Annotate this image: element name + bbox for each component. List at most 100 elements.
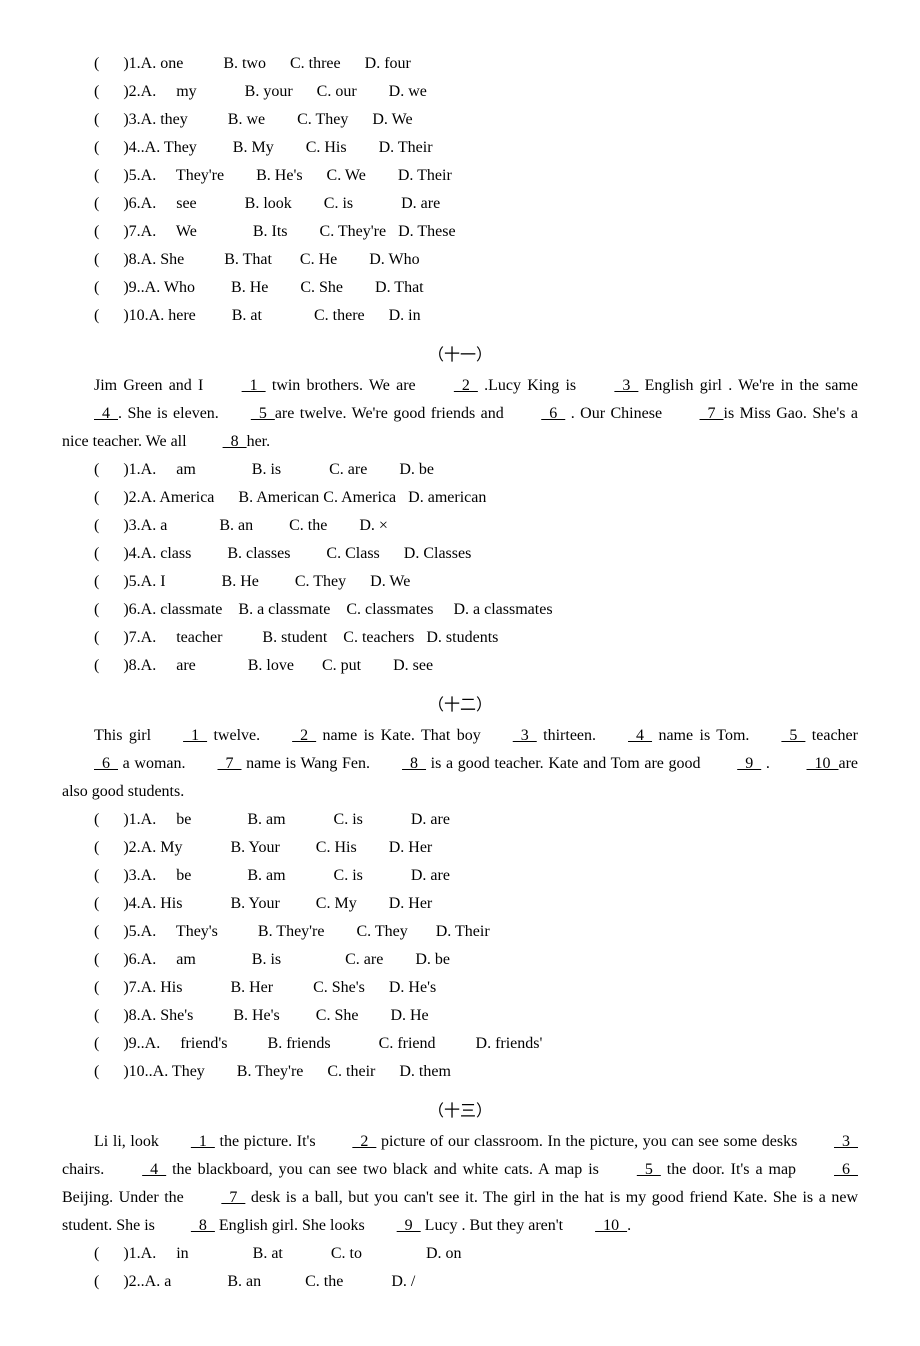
- paren-open[interactable]: ( ): [94, 279, 129, 296]
- passage-text: . Our Chinese: [565, 405, 667, 422]
- option-c: C. the: [289, 517, 327, 534]
- question-number: 1.: [129, 55, 141, 72]
- paren-open[interactable]: ( ): [94, 55, 129, 72]
- passage-text: chairs.: [62, 1161, 110, 1178]
- s13-passage: Li li, look 1 the picture. It's 2 pictur…: [62, 1128, 858, 1240]
- passage-text: are twelve. We're good friends and: [275, 405, 509, 422]
- paren-open[interactable]: ( ): [94, 657, 129, 674]
- blank-2: 2: [422, 372, 478, 400]
- option-a: A. She: [141, 251, 185, 268]
- option-c: C. is: [334, 811, 363, 828]
- option-d: D. friends': [476, 1035, 543, 1052]
- option-b: B. My: [233, 139, 274, 156]
- paren-open[interactable]: ( ): [94, 867, 129, 884]
- passage-text: thirteen.: [537, 727, 596, 744]
- s10-question-2: ( )2.A. my B. your C. our D. we: [62, 78, 858, 106]
- s11-question-6: ( )6.A. classmate B. a classmate C. clas…: [62, 596, 858, 624]
- paren-open[interactable]: ( ): [94, 839, 129, 856]
- paren-open[interactable]: ( ): [94, 489, 129, 506]
- blank-8: 8: [159, 1212, 215, 1240]
- option-c: C. His: [316, 839, 357, 856]
- s12-passage: This girl 1 twelve. 2 name is Kate. That…: [62, 722, 858, 806]
- paren-open[interactable]: ( ): [94, 195, 129, 212]
- option-b: B. He's: [233, 1007, 279, 1024]
- option-b: B. Her: [230, 979, 273, 996]
- option-a: A. They's: [141, 923, 218, 940]
- paren-open[interactable]: ( ): [94, 307, 129, 324]
- s11-passage: Jim Green and I 1 twin brothers. We are …: [62, 372, 858, 456]
- option-c: C. three: [290, 55, 341, 72]
- passage-text: Jim Green and I: [94, 377, 210, 394]
- blank-9: 9: [705, 750, 761, 778]
- option-a: A. teacher: [141, 629, 223, 646]
- blank-6: 6: [509, 400, 565, 428]
- passage-text: name is Tom.: [652, 727, 749, 744]
- paren-open[interactable]: ( ): [94, 223, 129, 240]
- paren-open[interactable]: ( ): [94, 545, 129, 562]
- paren-open[interactable]: ( ): [94, 895, 129, 912]
- option-d: D. are: [411, 867, 450, 884]
- paren-open[interactable]: ( ): [94, 951, 129, 968]
- option-c: C. Class: [326, 545, 379, 562]
- option-d: D. Their: [398, 167, 452, 184]
- question-number: 8.: [129, 1007, 141, 1024]
- blank-1: 1: [151, 722, 207, 750]
- question-number: 7.: [129, 979, 141, 996]
- question-number: 2.: [129, 489, 141, 506]
- option-b: B. an: [227, 1273, 261, 1290]
- paren-open[interactable]: ( ): [94, 461, 129, 478]
- question-number: 9..: [129, 1035, 145, 1052]
- blank-10: 10: [563, 1212, 627, 1240]
- paren-open[interactable]: ( ): [94, 923, 129, 940]
- paren-open[interactable]: ( ): [94, 979, 129, 996]
- option-a: A. America: [141, 489, 215, 506]
- question-number: 8.: [129, 657, 141, 674]
- section-13-title: （十三）: [62, 1098, 858, 1126]
- option-d: D. be: [399, 461, 434, 478]
- section-11-title: （十一）: [62, 342, 858, 370]
- option-b: B. They're: [237, 1063, 304, 1080]
- blank-1: 1: [210, 372, 266, 400]
- paren-open[interactable]: ( ): [94, 573, 129, 590]
- passage-text: is a good teacher. Kate and Tom are good: [426, 755, 705, 772]
- option-d: D. He's: [389, 979, 436, 996]
- option-b: B. am: [247, 867, 285, 884]
- paren-open[interactable]: ( ): [94, 811, 129, 828]
- option-c: C. She: [316, 1007, 359, 1024]
- option-d: D. students: [426, 629, 498, 646]
- option-d: D. That: [375, 279, 424, 296]
- paren-open[interactable]: ( ): [94, 517, 129, 534]
- paren-open[interactable]: ( ): [94, 167, 129, 184]
- option-b: B. classes: [227, 545, 290, 562]
- option-b: B. am: [247, 811, 285, 828]
- option-b: B. at: [253, 1245, 283, 1262]
- question-number: 4.: [129, 545, 141, 562]
- option-b: B. two: [223, 55, 266, 72]
- option-c: C. our: [317, 83, 357, 100]
- blank-7: 7: [189, 1184, 245, 1212]
- option-a: A. be: [141, 811, 192, 828]
- paren-open[interactable]: ( ): [94, 1035, 129, 1052]
- option-a: A. They're: [141, 167, 224, 184]
- paren-open[interactable]: ( ): [94, 601, 129, 618]
- paren-open[interactable]: ( ): [94, 1273, 129, 1290]
- option-a: A. Who: [145, 279, 195, 296]
- paren-open[interactable]: ( ): [94, 629, 129, 646]
- question-number: 10..: [129, 1063, 153, 1080]
- option-b: B. your: [245, 83, 293, 100]
- s12-question-2: ( )2.A. My B. Your C. His D. Her: [62, 834, 858, 862]
- paren-open[interactable]: ( ): [94, 251, 129, 268]
- s11-question-2: ( )2.A. America B. American C. America D…: [62, 484, 858, 512]
- blank-6: 6: [802, 1156, 858, 1184]
- paren-open[interactable]: ( ): [94, 111, 129, 128]
- blank-7: 7: [668, 400, 724, 428]
- paren-open[interactable]: ( ): [94, 1007, 129, 1024]
- option-c: C. He: [300, 251, 337, 268]
- paren-open[interactable]: ( ): [94, 139, 129, 156]
- paren-open[interactable]: ( ): [94, 1245, 129, 1262]
- paren-open[interactable]: ( ): [94, 1063, 129, 1080]
- blank-9: 9: [365, 1212, 421, 1240]
- question-number: 6.: [129, 195, 141, 212]
- option-b: B. love: [248, 657, 294, 674]
- paren-open[interactable]: ( ): [94, 83, 129, 100]
